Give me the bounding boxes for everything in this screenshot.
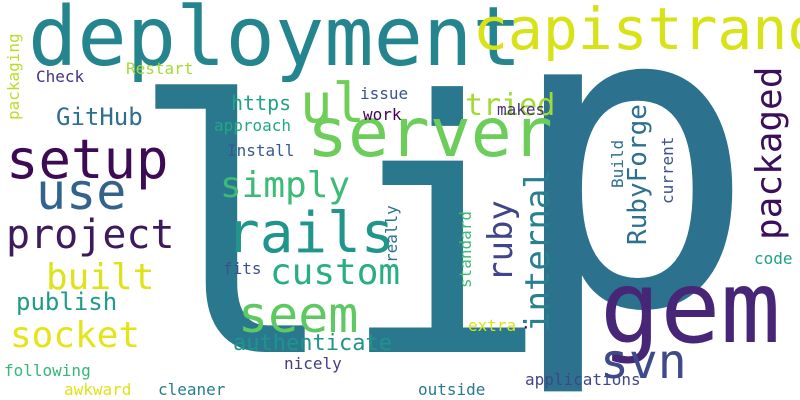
word-internal: internal — [518, 168, 558, 332]
word-gem: gem — [600, 249, 781, 366]
word-ul: ul — [300, 72, 366, 135]
word-ruby: ruby — [481, 200, 521, 282]
word-code: code — [754, 249, 793, 268]
word-seem: seem — [238, 286, 359, 344]
word-really: really — [382, 205, 401, 263]
word-tried: tried — [465, 88, 556, 123]
word-cleaner: cleaner — [158, 380, 226, 399]
word-applications: applications — [525, 370, 641, 389]
word-rails: rails — [226, 201, 395, 266]
word-capistrano: capistrano — [473, 0, 800, 63]
word-dot: · — [521, 318, 531, 337]
word-setup: setup — [6, 128, 169, 191]
word-issue: issue — [360, 84, 409, 103]
word-restart: Restart — [126, 59, 194, 78]
word-project: project — [6, 212, 175, 258]
word-authenticate: authenticate — [233, 331, 392, 356]
word-github: GitHub — [56, 103, 143, 131]
word-custom: custom — [270, 252, 401, 293]
word-nicely: nicely — [284, 354, 342, 373]
word-use: use — [36, 163, 127, 221]
word-p: p — [505, 0, 758, 400]
word-check: Check — [36, 67, 85, 86]
word-built: built — [46, 257, 155, 298]
word-following: following — [4, 361, 91, 380]
word-simply: simply — [220, 165, 351, 206]
word-server: server — [307, 94, 553, 173]
word-packaging: packaging — [4, 33, 23, 120]
word-approach: approach — [214, 116, 292, 135]
word-extra: extra — [468, 316, 517, 335]
word-rubyforge: RubyForge — [623, 104, 653, 245]
word-current: current — [658, 136, 677, 204]
word-outside: outside — [418, 380, 486, 399]
word-work: work — [363, 105, 402, 124]
word-install: Install — [227, 141, 295, 160]
word-https: https — [231, 91, 292, 115]
word-standard: standard — [456, 210, 475, 288]
word-makes: makes — [497, 100, 546, 119]
word-build: Build — [608, 139, 627, 188]
word-packaged: packaged — [749, 66, 790, 240]
word-fits: fits — [223, 259, 262, 278]
word-deployment: deployment — [28, 0, 522, 85]
word-svn: svn — [600, 334, 687, 390]
word-socket: socket — [10, 315, 141, 356]
word-publish: publish — [16, 288, 118, 316]
word-awkward: awkward — [64, 380, 132, 399]
word-li: li — [128, 27, 550, 400]
